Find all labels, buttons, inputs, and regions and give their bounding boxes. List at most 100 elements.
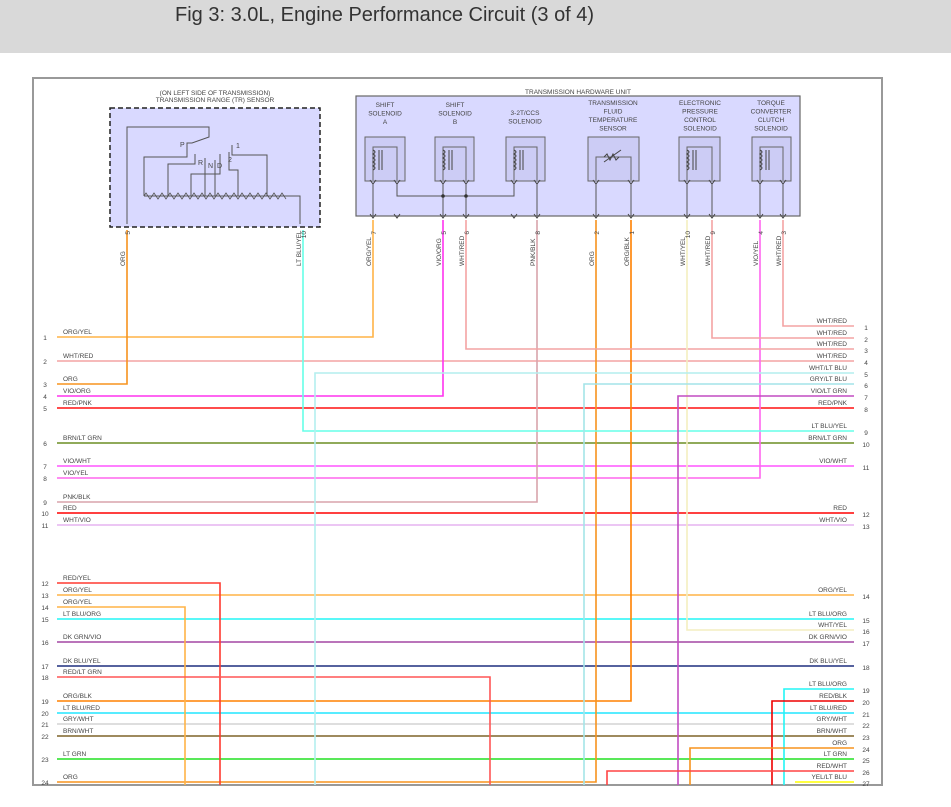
left-pin-number: 15 bbox=[41, 617, 49, 624]
core-icon bbox=[692, 150, 697, 170]
epc-solenoid-wire-label: WHT/RED bbox=[705, 235, 712, 266]
wire-org-yel bbox=[57, 220, 374, 338]
tr-switch-contact bbox=[228, 152, 239, 196]
left-wire-label: GRY/WHT bbox=[63, 716, 94, 723]
tcc-solenoid-wire-label: VIO/YEL bbox=[753, 240, 760, 266]
shift-solenoid-b-label: SOLENOID bbox=[438, 111, 472, 118]
3-2t-ccs-solenoid-wire-label: PNK/BLK bbox=[530, 238, 537, 266]
tcc-solenoid-pin-number: 4 bbox=[758, 231, 765, 235]
right-pin-number: 15 bbox=[862, 618, 870, 625]
shift-solenoid-b-label: B bbox=[453, 119, 457, 126]
left-pin-number: 5 bbox=[43, 406, 47, 413]
fluid-temp-sensor-pin-number: 2 bbox=[594, 231, 601, 235]
right-wire-label: WHT/RED bbox=[817, 353, 848, 360]
right-pin-number: 12 bbox=[862, 512, 870, 519]
right-wire-label: WHT/RED bbox=[817, 318, 848, 325]
right-wire-label: VIO/WHT bbox=[819, 458, 847, 465]
tr-sensor-title: TRANSMISSION RANGE (TR) SENSOR bbox=[156, 97, 275, 104]
left-wire-label: DK GRN/VIO bbox=[63, 634, 101, 641]
right-wire-label: YEL/LT BLU bbox=[811, 774, 847, 781]
shift-solenoid-a bbox=[364, 136, 406, 219]
right-pin-number: 11 bbox=[863, 465, 870, 472]
right-pin-number: 5 bbox=[864, 372, 868, 379]
thermistor-circuit bbox=[595, 156, 632, 180]
tcc-solenoid bbox=[751, 136, 792, 219]
tcc-solenoid-label: SOLENOID bbox=[754, 126, 788, 133]
right-wire-label: BRN/WHT bbox=[817, 728, 847, 735]
left-pin-number: 20 bbox=[41, 711, 49, 718]
left-pin-number: 1 bbox=[43, 335, 47, 342]
left-wire-label: ORG/YEL bbox=[63, 587, 92, 594]
coil-icon bbox=[685, 149, 690, 171]
left-wire-label: VIO/YEL bbox=[63, 470, 89, 477]
fluid-temp-sensor bbox=[587, 136, 640, 219]
right-pin-number: 26 bbox=[862, 770, 870, 777]
tr-wire-label: LT BLU/YEL bbox=[296, 230, 303, 266]
ground-bus bbox=[396, 184, 515, 197]
right-wire-label: WHT/RED bbox=[817, 341, 848, 348]
left-wire-label: RED/YEL bbox=[63, 575, 91, 582]
right-pin-number: 9 bbox=[864, 430, 868, 437]
left-pin-number: 12 bbox=[41, 581, 49, 588]
connector-terminal-icon bbox=[779, 213, 787, 219]
tr-switch-contact bbox=[231, 145, 268, 196]
3-2t-ccs-solenoid bbox=[505, 136, 546, 219]
component-box bbox=[678, 136, 721, 182]
fluid-temp-sensor-wire-label: ORG/BLK bbox=[624, 236, 631, 266]
right-wire-label: RED/BLK bbox=[819, 693, 847, 700]
right-pin-number: 27 bbox=[862, 781, 870, 788]
left-wire-label: ORG/BLK bbox=[63, 693, 93, 700]
wire-pnk-blk bbox=[57, 220, 538, 503]
3-2t-ccs-solenoid-pin-number: 8 bbox=[535, 231, 542, 235]
tr-position-label: N bbox=[208, 163, 213, 170]
left-wire-label: ORG/YEL bbox=[63, 329, 92, 336]
left-wire-label: LT BLU/RED bbox=[63, 705, 100, 712]
left-wire-label: DK BLU/YEL bbox=[63, 658, 101, 665]
wire-vio-lt-grn bbox=[677, 395, 854, 785]
wire-vio-org bbox=[57, 220, 444, 397]
right-wire-label: GRY/WHT bbox=[816, 716, 847, 723]
left-pin-number: 3 bbox=[43, 382, 47, 389]
hardware-unit-box bbox=[355, 95, 801, 217]
right-wire-label: GRY/LT BLU bbox=[810, 376, 848, 383]
wire-wht-red bbox=[465, 220, 854, 350]
shift-solenoid-a-label: SOLENOID bbox=[368, 111, 402, 118]
right-pin-number: 3 bbox=[864, 348, 868, 355]
wire-org-yel bbox=[57, 606, 186, 785]
tr-switch-contact bbox=[204, 158, 216, 196]
left-pin-number: 17 bbox=[41, 664, 49, 671]
left-wire-label: LT GRN bbox=[63, 751, 87, 758]
right-pin-number: 13 bbox=[862, 524, 870, 531]
right-pin-number: 16 bbox=[862, 629, 870, 636]
right-wire-label: WHT/LT BLU bbox=[809, 365, 847, 372]
wire-wht-red bbox=[782, 220, 854, 327]
right-pin-number: 4 bbox=[864, 360, 868, 367]
right-pin-number: 19 bbox=[862, 688, 870, 695]
right-wire-label: VIO/LT GRN bbox=[811, 388, 848, 395]
tr-position-label: 2 bbox=[228, 157, 232, 164]
3-2t-ccs-solenoid-label: 3-2T/CCS bbox=[511, 110, 541, 117]
shift-solenoid-b-label: SHIFT bbox=[446, 102, 465, 109]
shift-solenoid-a-wire-label: ORG/YEL bbox=[366, 237, 373, 266]
left-wire-label: ORG/YEL bbox=[63, 599, 92, 606]
left-pin-number: 8 bbox=[43, 476, 47, 483]
right-wire-label: LT BLU/RED bbox=[810, 705, 847, 712]
right-wire-label: LT BLU/ORG bbox=[809, 681, 847, 688]
hardware-unit-title: TRANSMISSION HARDWARE UNIT bbox=[525, 89, 631, 96]
left-wire-label: BRN/LT GRN bbox=[63, 435, 102, 442]
right-wire-label: WHT/YEL bbox=[818, 622, 847, 629]
fluid-temp-sensor-wire-label: ORG bbox=[589, 251, 596, 266]
connector-terminal-icon bbox=[708, 213, 716, 219]
wire-lt-blu-yel bbox=[302, 230, 854, 432]
left-wire-label: RED/LT GRN bbox=[63, 669, 102, 676]
left-wire-label: WHT/RED bbox=[63, 353, 94, 360]
connector-terminal-icon bbox=[439, 213, 447, 219]
epc-solenoid-label: PRESSURE bbox=[682, 109, 718, 116]
component-box bbox=[505, 136, 546, 182]
fluid-temp-sensor-label: SENSOR bbox=[599, 126, 627, 133]
right-wire-label: DK GRN/VIO bbox=[809, 634, 847, 641]
left-wire-label: RED/PNK bbox=[63, 400, 93, 407]
right-pin-number: 23 bbox=[862, 735, 870, 742]
right-pin-number: 21 bbox=[862, 712, 870, 719]
tr-switch-contact bbox=[167, 154, 196, 196]
